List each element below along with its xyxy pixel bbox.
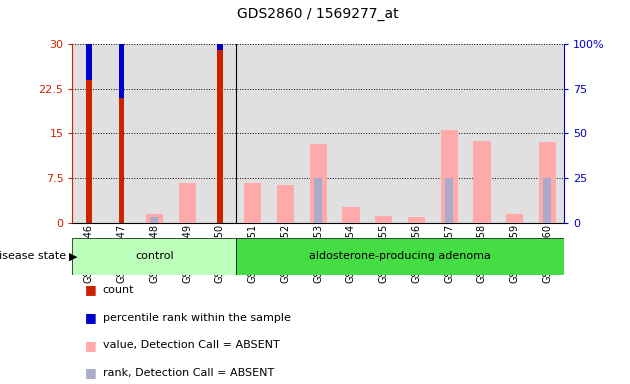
Bar [86,80,92,223]
Bar [506,214,524,223]
Text: GDS2860 / 1569277_at: GDS2860 / 1569277_at [238,7,399,21]
Bar [544,178,551,223]
Bar [408,217,425,223]
FancyBboxPatch shape [236,238,564,275]
Bar [178,184,196,223]
Text: percentile rank within the sample: percentile rank within the sample [103,313,290,323]
Bar [118,98,125,223]
Bar [217,0,223,50]
Bar [118,0,125,98]
Bar [473,141,491,223]
Bar [445,178,453,223]
Bar [440,130,458,223]
Text: value, Detection Call = ABSENT: value, Detection Call = ABSENT [103,340,280,350]
Text: ■: ■ [85,283,97,296]
Bar [314,178,322,223]
Text: disease state: disease state [0,251,69,262]
Text: control: control [135,251,174,262]
Text: ■: ■ [85,366,97,379]
Text: rank, Detection Call = ABSENT: rank, Detection Call = ABSENT [103,368,274,378]
Text: ■: ■ [85,339,97,352]
Text: aldosterone-producing adenoma: aldosterone-producing adenoma [309,251,491,262]
Bar [146,214,163,223]
Bar [244,184,261,223]
Bar [151,217,158,223]
Text: count: count [103,285,134,295]
FancyBboxPatch shape [72,238,236,275]
Bar [539,142,556,223]
Bar [86,0,92,80]
Bar [309,144,327,223]
Bar [375,215,392,223]
Text: ▶: ▶ [69,251,77,262]
Bar [342,207,360,223]
Text: ■: ■ [85,311,97,324]
Bar [217,50,223,223]
Bar [277,185,294,223]
